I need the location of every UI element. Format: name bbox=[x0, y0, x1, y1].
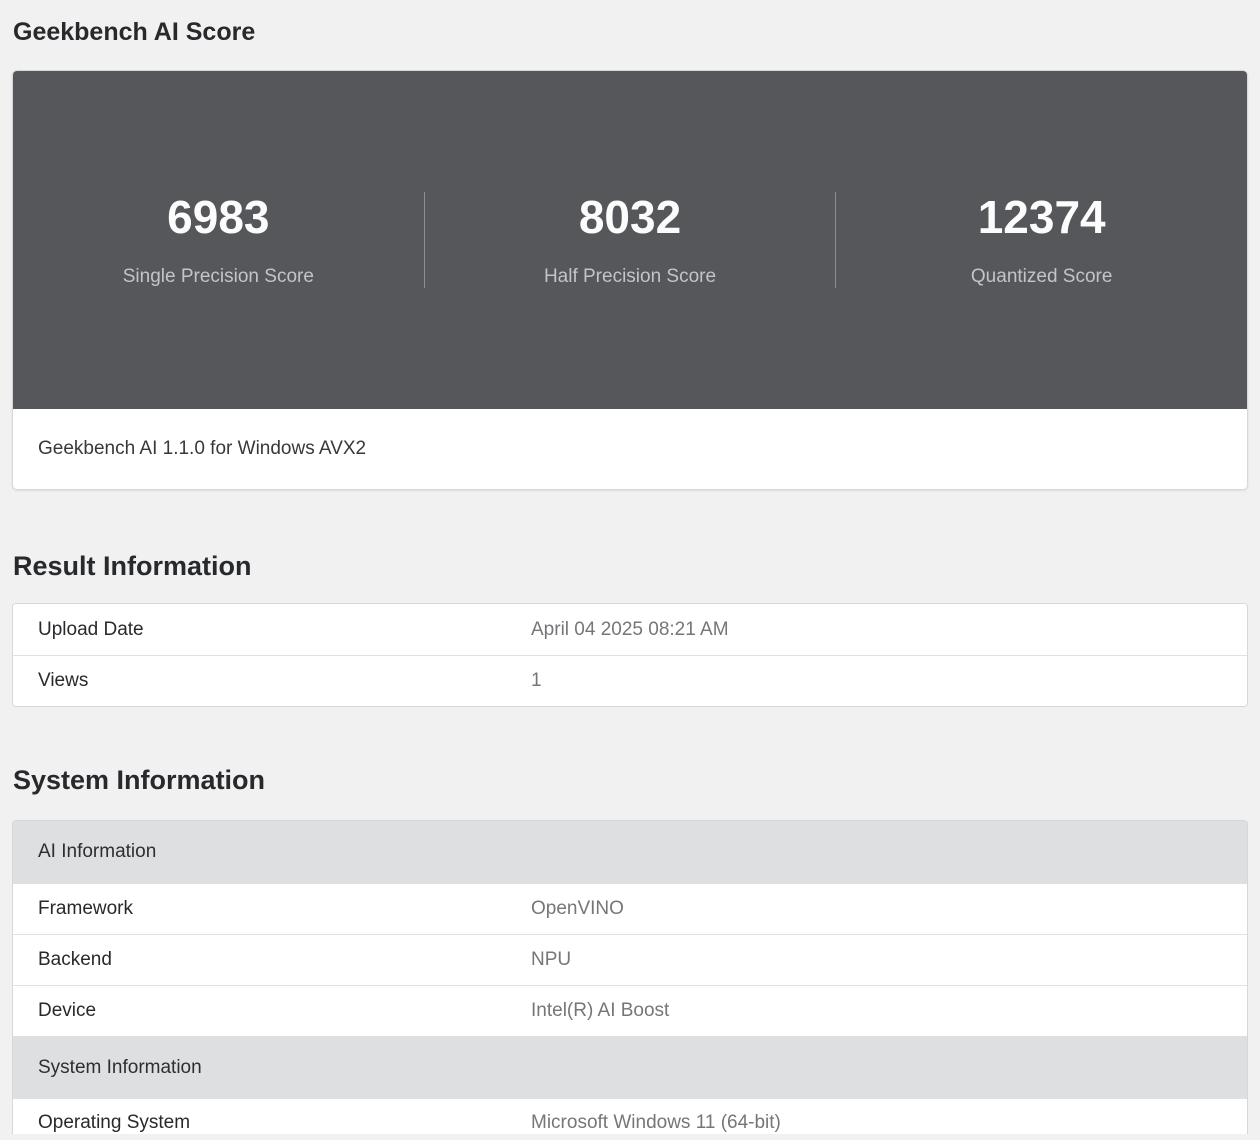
table-row-operating-system: Operating System Microsoft Windows 11 (6… bbox=[13, 1098, 1247, 1134]
score-card: 6983 Single Precision Score 8032 Half Pr… bbox=[12, 70, 1248, 490]
table-row-device: Device Intel(R) AI Boost bbox=[13, 985, 1247, 1036]
quantized-score-column: 12374 Quantized Score bbox=[835, 192, 1247, 288]
ai-information-group-header: AI Information bbox=[13, 821, 1247, 883]
row-value: OpenVINO bbox=[531, 898, 624, 919]
table-row-backend: Backend NPU bbox=[13, 934, 1247, 985]
page-title: Geekbench AI Score bbox=[13, 18, 256, 46]
row-value: 1 bbox=[531, 670, 542, 691]
half-precision-score-column: 8032 Half Precision Score bbox=[423, 191, 836, 288]
system-information-heading: System Information bbox=[13, 765, 266, 795]
system-information-table: AI Information Framework OpenVINO Backen… bbox=[12, 820, 1248, 1134]
single-precision-score-value: 6983 bbox=[167, 191, 270, 243]
half-precision-score-label: Half Precision Score bbox=[543, 266, 717, 287]
result-information-heading: Result Information bbox=[13, 551, 252, 581]
row-label: Framework bbox=[38, 898, 134, 919]
quantized-score-label: Quantized Score bbox=[970, 266, 1113, 287]
row-label: Upload Date bbox=[38, 618, 144, 640]
row-value: Intel(R) AI Boost bbox=[531, 1000, 670, 1021]
table-row-views: Views 1 bbox=[13, 655, 1247, 706]
row-value: April 04 2025 08:21 AM bbox=[531, 618, 729, 640]
single-precision-score-column: 6983 Single Precision Score bbox=[13, 192, 424, 288]
single-precision-score-label: Single Precision Score bbox=[122, 266, 314, 287]
row-label: Operating System bbox=[38, 1112, 191, 1133]
result-information-table: Upload Date April 04 2025 08:21 AM Views… bbox=[12, 603, 1248, 707]
table-row-framework: Framework OpenVINO bbox=[13, 883, 1247, 934]
row-label: Views bbox=[38, 670, 89, 691]
row-label: Backend bbox=[38, 949, 112, 970]
table-row-upload-date: Upload Date April 04 2025 08:21 AM bbox=[13, 604, 1247, 655]
half-precision-score-value: 8032 bbox=[578, 191, 682, 243]
benchmark-version-footer: Geekbench AI 1.1.0 for Windows AVX2 bbox=[13, 409, 1247, 489]
row-label: Device bbox=[38, 1000, 97, 1021]
system-information-group-header: System Information bbox=[13, 1036, 1247, 1098]
row-value: NPU bbox=[531, 949, 572, 970]
score-strip: 6983 Single Precision Score 8032 Half Pr… bbox=[13, 71, 1247, 409]
quantized-score-value: 12374 bbox=[977, 191, 1106, 243]
page-container: Geekbench AI Score 6983 Single Precision… bbox=[0, 18, 1260, 1134]
row-value: Microsoft Windows 11 (64-bit) bbox=[531, 1112, 781, 1133]
